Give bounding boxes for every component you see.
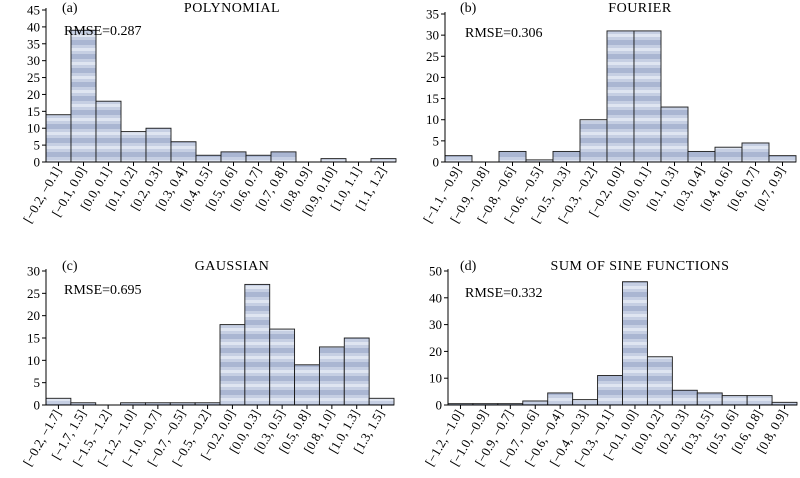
bar xyxy=(244,283,271,406)
bar xyxy=(687,150,716,163)
y-tick-label: 25 xyxy=(426,49,439,64)
chart-title: GAUSSIAN xyxy=(195,259,270,274)
bar xyxy=(370,158,397,163)
bar xyxy=(219,324,246,406)
y-tick-label: 10 xyxy=(27,121,40,136)
y-tick-label: 0 xyxy=(34,398,41,413)
y-tick-label: 15 xyxy=(426,91,439,106)
y-tick-label: 30 xyxy=(27,264,40,279)
bar xyxy=(45,114,72,163)
bar xyxy=(606,30,635,163)
bar xyxy=(70,29,97,163)
panel-label: (c) xyxy=(62,259,78,274)
y-tick-label: 20 xyxy=(27,308,40,323)
rmse-annotation: RMSE=0.695 xyxy=(64,283,142,298)
bar xyxy=(320,158,347,163)
y-tick-label: 30 xyxy=(429,317,442,332)
y-tick-label: 45 xyxy=(27,3,40,18)
y-tick-label: 40 xyxy=(429,290,442,305)
bar xyxy=(597,375,623,406)
bar xyxy=(498,150,527,163)
rmse-annotation: RMSE=0.306 xyxy=(465,26,543,41)
y-tick-label: 25 xyxy=(27,70,40,85)
bar xyxy=(721,395,748,406)
bar xyxy=(170,141,197,163)
chart-title: POLYNOMIAL xyxy=(184,1,280,16)
bar xyxy=(45,397,72,406)
bar xyxy=(294,364,320,406)
bar xyxy=(145,127,172,163)
y-tick-label: 10 xyxy=(27,353,40,368)
bar xyxy=(696,392,723,406)
bar xyxy=(120,131,147,163)
bar xyxy=(270,151,297,163)
y-tick-label: 30 xyxy=(426,28,439,43)
y-tick-label: 0 xyxy=(34,155,41,170)
y-tick-label: 35 xyxy=(426,7,439,22)
bar xyxy=(633,30,662,163)
bar xyxy=(579,119,608,163)
rmse-annotation: RMSE=0.332 xyxy=(465,286,543,301)
panel-label: (a) xyxy=(62,1,78,16)
y-tick-label: 5 xyxy=(34,375,41,390)
bar xyxy=(660,106,689,163)
y-tick-label: 20 xyxy=(27,87,40,102)
y-tick-label: 40 xyxy=(27,19,40,34)
y-tick-label: 10 xyxy=(429,371,442,386)
y-tick-label: 25 xyxy=(27,286,40,301)
panel-label: (b) xyxy=(460,1,477,16)
bar xyxy=(741,142,770,163)
y-tick-label: 5 xyxy=(433,133,440,148)
y-tick-label: 15 xyxy=(27,331,40,346)
y-tick-label: 35 xyxy=(27,36,40,51)
bar xyxy=(220,151,247,163)
y-tick-label: 0 xyxy=(436,398,443,413)
bar xyxy=(572,399,599,406)
bar xyxy=(368,397,395,406)
bar xyxy=(269,328,296,406)
bar xyxy=(318,346,345,406)
bar xyxy=(444,155,473,163)
bar xyxy=(552,150,581,163)
bar xyxy=(714,146,743,163)
chart-title: FOURIER xyxy=(608,1,672,16)
bar xyxy=(343,337,370,406)
bar xyxy=(622,281,648,406)
bar xyxy=(746,395,773,406)
bar xyxy=(768,155,797,163)
y-tick-label: 50 xyxy=(429,264,442,279)
y-tick-label: 20 xyxy=(429,344,442,359)
bar xyxy=(671,389,698,406)
bar xyxy=(522,400,549,406)
bar xyxy=(646,356,673,406)
panel-label: (d) xyxy=(460,259,477,274)
rmse-annotation: RMSE=0.287 xyxy=(64,24,142,39)
bar xyxy=(547,392,574,406)
y-tick-label: 0 xyxy=(433,155,440,170)
bar xyxy=(95,100,122,163)
bar xyxy=(245,154,272,163)
y-tick-label: 10 xyxy=(426,112,439,127)
bar xyxy=(195,154,222,163)
y-tick-label: 20 xyxy=(426,70,439,85)
y-tick-label: 15 xyxy=(27,104,40,119)
chart-title: SUM OF SINE FUNCTIONS xyxy=(551,259,730,274)
y-tick-label: 5 xyxy=(34,138,41,153)
y-tick-label: 30 xyxy=(27,53,40,68)
